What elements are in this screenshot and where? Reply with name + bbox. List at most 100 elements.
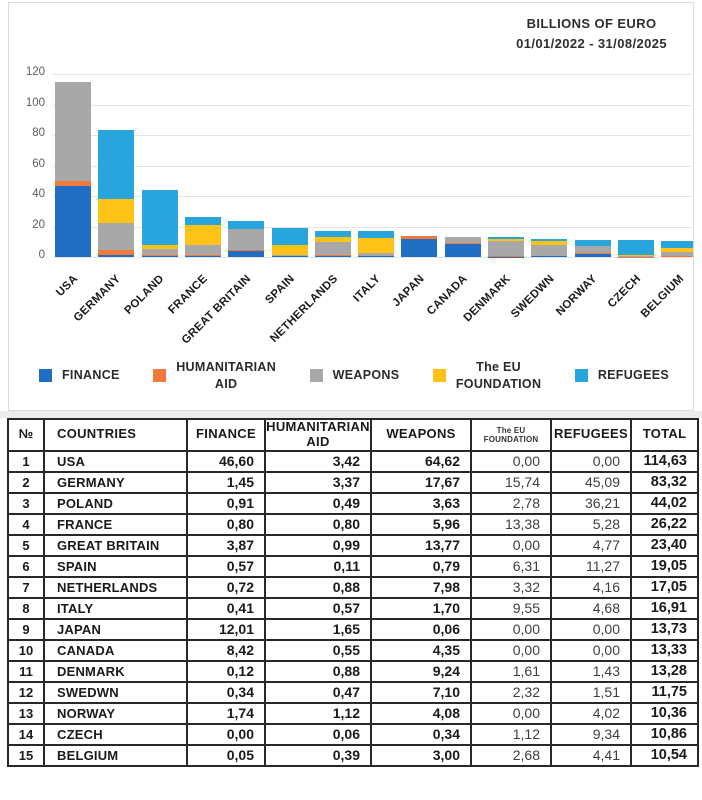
segment-refugees-spain (271, 228, 308, 246)
y-axis-label-100: 100 (25, 96, 45, 109)
finance-value: 12,01 (186, 617, 266, 641)
refugees-value: 4,68 (550, 596, 632, 620)
finance-value: 0,91 (186, 491, 266, 515)
humanitarian-value: 3,42 (264, 449, 372, 473)
segment-finance-canada (444, 244, 481, 257)
segment-the-eu-foundation-spain (271, 245, 308, 255)
segment-finance-norway (574, 254, 611, 257)
gridline-100 (53, 104, 691, 106)
legend-swatch-icon (309, 369, 323, 383)
weapons-value: 17,67 (370, 470, 472, 494)
gridline-80 (53, 135, 691, 136)
segment-refugees-france (184, 217, 221, 226)
legend-item-finance: FINANCE (39, 367, 120, 384)
country-name: POLAND (43, 491, 188, 515)
table-row-denmark: 11 DENMARK 0,12 0,88 9,24 1,61 1,43 13,28 (7, 659, 699, 683)
gridline-40 (53, 196, 691, 197)
x-axis-label-text: POLAND (122, 272, 167, 317)
segment-refugees-great-britain (228, 221, 265, 229)
row-number: 8 (7, 596, 45, 620)
x-axis-label-text: CZECH (605, 272, 644, 311)
segment-finance-germany (98, 254, 135, 257)
humanitarian-value: 0,57 (264, 596, 372, 620)
total-value: 19,05 (630, 554, 699, 578)
total-value: 26,22 (630, 512, 699, 536)
row-number: 13 (7, 701, 45, 725)
total-value: 13,73 (630, 617, 699, 641)
eu-foundation-value: 0,00 (470, 638, 552, 662)
segment-the-eu-foundation-netherlands (314, 237, 351, 243)
eu-foundation-value: 0,00 (470, 449, 552, 473)
total-value: 13,33 (630, 638, 699, 662)
table-header-countries: COUNTRIES (43, 418, 188, 452)
refugees-value: 0,00 (550, 638, 632, 662)
finance-value: 0,72 (186, 575, 266, 599)
table-row-spain: 6 SPAIN 0,57 0,11 0,79 6,31 11,27 19,05 (7, 554, 699, 578)
segment-the-eu-foundation-denmark (488, 238, 524, 242)
bar-belgium (661, 240, 693, 257)
table-header-finance: FINANCE (186, 418, 266, 452)
finance-value: 0,00 (186, 722, 266, 746)
x-axis-label-text: BELGIUM (638, 272, 687, 321)
x-axis-label-text: USA (53, 272, 81, 300)
refugees-value: 5,28 (550, 512, 632, 536)
country-name: CANADA (43, 638, 188, 662)
segment-weapons-netherlands (314, 242, 351, 255)
segment-weapons-great-britain (228, 228, 265, 250)
eu-foundation-value: 15,74 (470, 470, 552, 494)
eu-foundation-value: 2,78 (470, 491, 552, 515)
refugees-value: 45,09 (550, 470, 632, 494)
country-name: USA (43, 449, 188, 473)
row-number: 4 (7, 512, 45, 536)
weapons-value: 7,98 (370, 575, 472, 599)
segment-weapons-italy (358, 252, 395, 256)
table-row-usa: 1 USA 46,60 3,42 64,62 0,00 0,00 114,63 (7, 449, 699, 473)
segment-finance-netherlands (314, 255, 351, 257)
segment-weapons-usa (55, 82, 91, 181)
segment-refugees-norway (574, 240, 611, 247)
chart-title-line2: 01/01/2022 - 31/08/2025 (516, 36, 667, 52)
segment-the-eu-foundation-france (184, 225, 221, 246)
bar-swedwn (531, 239, 568, 257)
table-row-belgium: 15 BELGIUM 0,05 0,39 3,00 2,68 4,41 10,54 (7, 743, 699, 767)
y-axis-label-0: 0 (38, 249, 45, 261)
segment-refugees-italy (358, 231, 395, 239)
segment-humanitarian-aid-japan (401, 236, 438, 239)
segment-refugees-poland (141, 189, 178, 246)
segment-refugees-denmark (488, 236, 524, 239)
segment-weapons-france (184, 245, 221, 255)
y-axis-label-60: 60 (32, 157, 45, 170)
segment-the-eu-foundation-belgium (661, 247, 693, 252)
legend-swatch-icon (153, 369, 167, 383)
x-axis-label-text: SPAIN (262, 272, 297, 307)
total-value: 10,54 (630, 743, 699, 767)
weapons-value: 64,62 (370, 449, 472, 473)
finance-value: 0,57 (186, 554, 266, 578)
legend-label: FINANCE (62, 368, 120, 383)
row-number: 14 (7, 722, 45, 746)
aid-bar-chart-panel: BILLIONS OF EURO 01/01/2022 - 31/08/2025… (8, 2, 694, 411)
segment-weapons-germany (98, 222, 135, 250)
country-name: CZECH (43, 722, 188, 746)
bar-italy (358, 231, 395, 257)
country-name: GREAT BRITAIN (43, 533, 188, 557)
segment-humanitarian-aid-france (184, 254, 221, 256)
chart-legend: FINANCE HUMANITARIAN AID WEAPONS The EU FOU… (39, 359, 669, 393)
total-value: 114,63 (630, 449, 699, 473)
country-name: DENMARK (43, 659, 188, 683)
segment-humanitarian-aid-netherlands (314, 254, 351, 256)
table-row-netherlands: 7 NETHERLANDS 0,72 0,88 7,98 3,32 4,16 17,05 (7, 575, 699, 599)
finance-value: 1,74 (186, 701, 266, 725)
segment-humanitarian-aid-norway (574, 252, 611, 255)
eu-foundation-value: 9,55 (470, 596, 552, 620)
x-axis-label-text: FRANCE (166, 272, 211, 317)
segment-humanitarian-aid-denmark (488, 255, 524, 257)
legend-item-the-eu-foundation: The EU FOUNDATION (432, 359, 541, 393)
segment-the-eu-foundation-poland (141, 245, 178, 250)
total-value: 16,91 (630, 596, 699, 620)
legend-label: WEAPONS (332, 368, 400, 383)
segment-finance-swedwn (531, 256, 568, 257)
country-name: NETHERLANDS (43, 575, 188, 599)
refugees-value: 0,00 (550, 617, 632, 641)
segment-humanitarian-aid-italy (358, 255, 395, 257)
